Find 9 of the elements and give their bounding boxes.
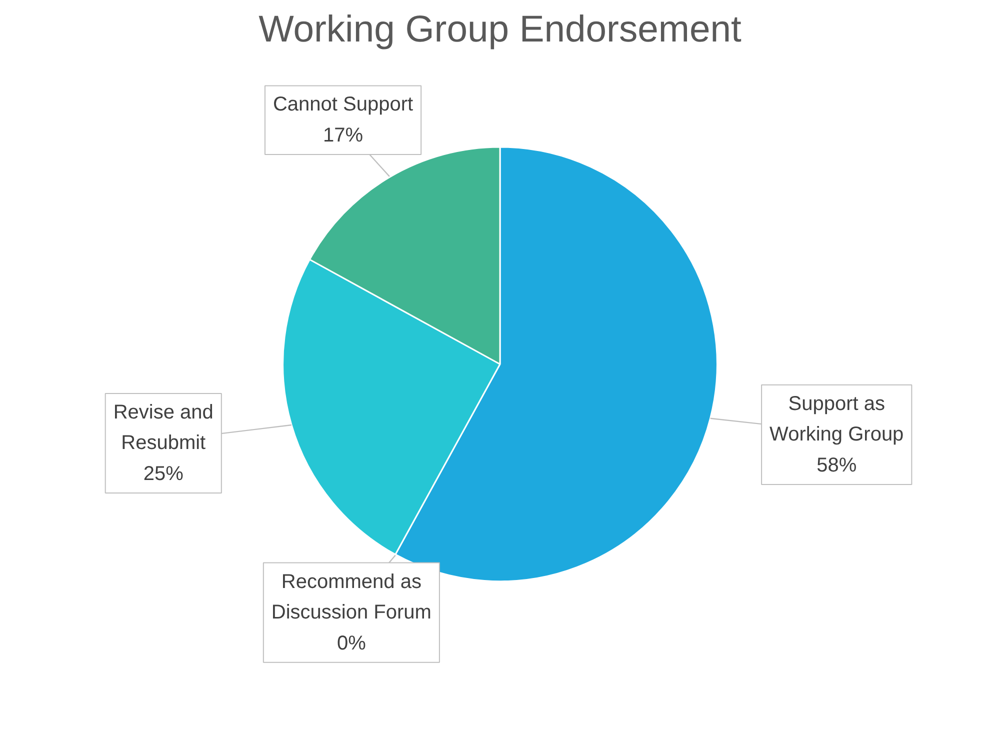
chart-title: Working Group Endorsement [258, 8, 742, 50]
slice-label: Revise and Resubmit [113, 401, 214, 454]
category-label: Recommend as Discussion Forum [271, 570, 432, 624]
slice-label: Support as Working Group [770, 392, 904, 446]
data-label: 58% [816, 454, 857, 476]
data-label: 25% [143, 463, 184, 486]
data-label: 17% [323, 124, 364, 147]
slice-label: Cannot Support [272, 94, 414, 116]
text: 0% [336, 632, 366, 654]
